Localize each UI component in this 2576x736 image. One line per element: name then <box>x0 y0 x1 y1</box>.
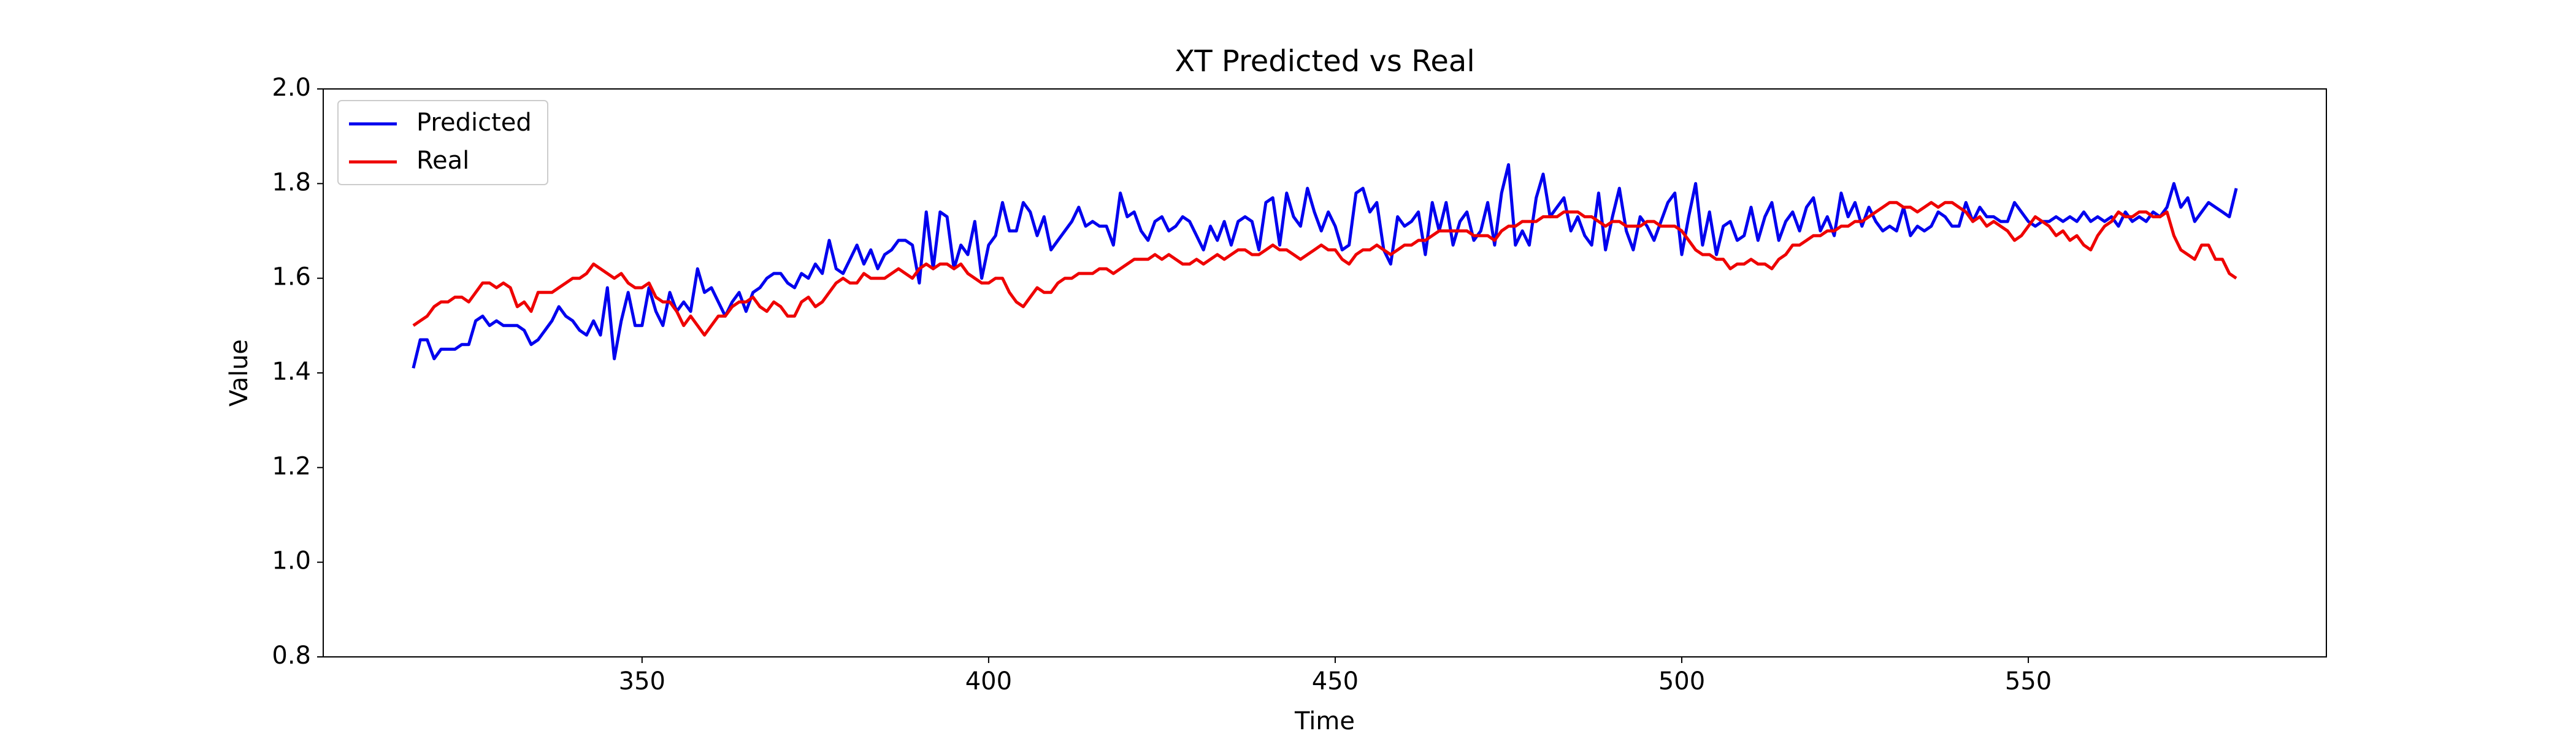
y-tick-label: 1.8 <box>272 168 311 196</box>
legend-box <box>337 100 548 185</box>
y-tick-label: 1.6 <box>272 263 311 291</box>
legend-label: Real <box>416 147 469 175</box>
x-axis-label: Time <box>1294 707 1355 735</box>
y-tick-label: 1.2 <box>272 452 311 480</box>
plot-frame <box>323 88 2327 657</box>
x-tick-label: 450 <box>1312 667 1359 696</box>
y-tick-label: 1.0 <box>272 547 311 575</box>
y-tick-label: 2.0 <box>272 74 311 102</box>
x-tick-label: 500 <box>1658 667 1705 696</box>
x-tick-label: 400 <box>965 667 1012 696</box>
chart-title: XT Predicted vs Real <box>1175 44 1474 79</box>
y-tick-label: 1.4 <box>272 358 311 386</box>
line-series <box>412 201 2237 337</box>
y-axis-label: Value <box>225 339 253 407</box>
legend-label: Predicted <box>416 109 532 137</box>
line-series <box>412 163 2238 369</box>
x-tick-label: 350 <box>619 667 665 696</box>
y-tick-label: 0.8 <box>272 642 311 670</box>
x-tick-label: 550 <box>2005 667 2052 696</box>
